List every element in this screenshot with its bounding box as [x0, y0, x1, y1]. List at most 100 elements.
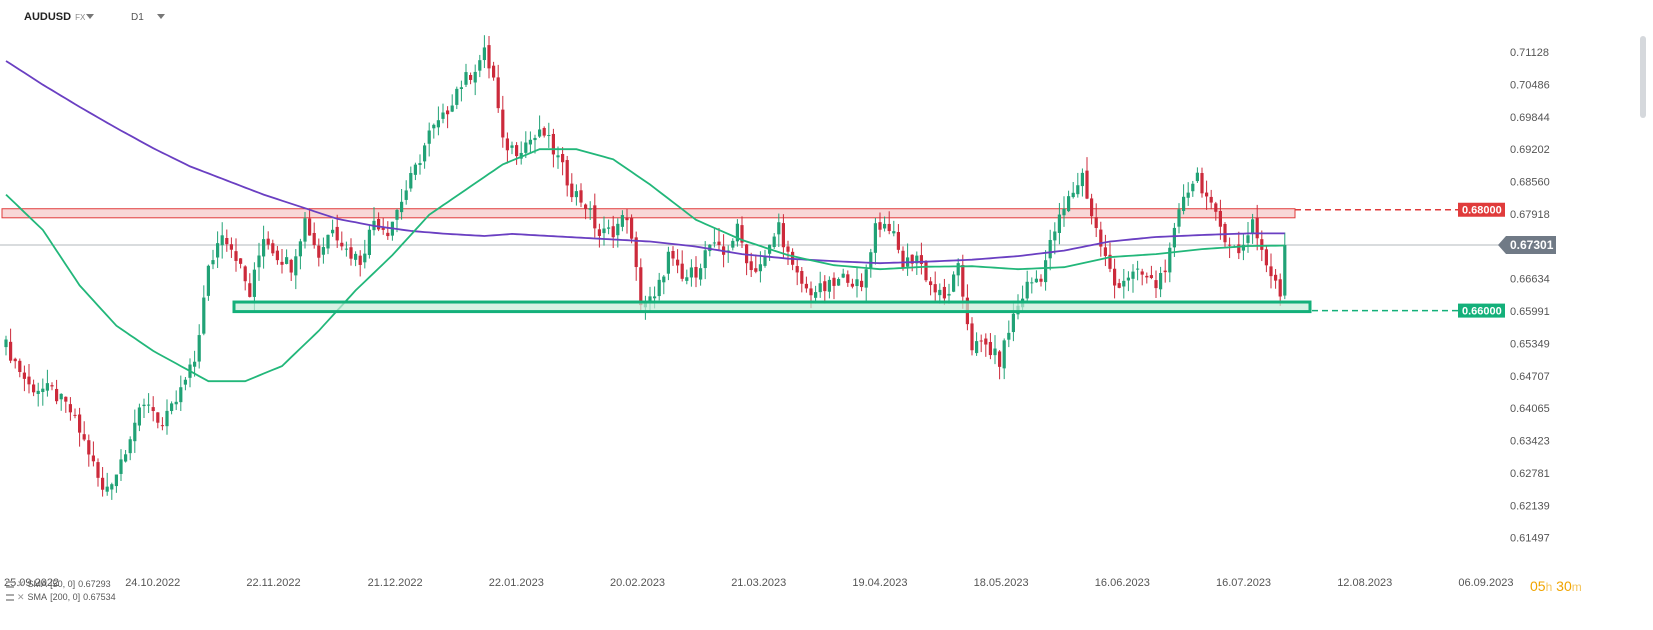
candle-body: [492, 65, 496, 78]
symbol-selector[interactable]: AUDUSD FX: [24, 11, 85, 23]
candle: [708, 244, 712, 257]
candle-body: [68, 404, 72, 413]
y-tick-label: 0.65991: [1510, 306, 1550, 318]
candle: [469, 72, 473, 85]
timeframe-selector[interactable]: D1: [131, 12, 144, 23]
candle: [883, 216, 887, 232]
candle-body: [478, 60, 482, 71]
candle: [924, 260, 928, 283]
candle-body: [574, 191, 578, 198]
candle: [1044, 250, 1048, 291]
candle-body: [938, 289, 942, 296]
candle: [446, 106, 450, 129]
candle-body: [712, 242, 716, 244]
candle-body: [579, 190, 583, 203]
drag-handle-icon[interactable]: [6, 581, 14, 588]
candle-body: [795, 266, 799, 273]
candle-body: [551, 133, 555, 155]
candle-body: [952, 274, 956, 292]
candle-body: [114, 474, 118, 487]
candle: [754, 254, 758, 274]
candle: [248, 273, 252, 298]
candle-body: [1195, 172, 1199, 182]
candle-body: [165, 410, 169, 427]
candle-body: [234, 251, 238, 261]
candle-body: [597, 229, 601, 236]
drag-handle-icon[interactable]: [6, 594, 14, 601]
candle: [1214, 201, 1218, 221]
candle-body: [1223, 223, 1227, 243]
candle: [165, 399, 169, 435]
candle-body: [1283, 244, 1287, 296]
candle: [602, 216, 606, 246]
candle-body: [432, 124, 436, 129]
candle-body: [197, 335, 201, 362]
candle: [229, 237, 233, 258]
candle: [933, 271, 937, 301]
candle: [50, 382, 54, 391]
x-tick-label: 25.09.2022: [4, 577, 59, 589]
candle-body: [524, 142, 528, 153]
resistance-zone: [1, 208, 1296, 219]
candle: [745, 243, 749, 276]
candle: [929, 277, 933, 296]
sma200-line: [5, 60, 1285, 265]
candle: [413, 162, 417, 181]
candle: [156, 412, 160, 429]
candle: [390, 221, 394, 241]
candle: [27, 364, 31, 394]
candle-body: [354, 253, 358, 260]
candle: [998, 350, 1002, 380]
candle: [1195, 167, 1199, 184]
candle: [542, 126, 546, 138]
timeframe-dropdown-icon[interactable]: [157, 14, 165, 19]
candle-body: [639, 267, 643, 306]
candle-body: [1191, 183, 1195, 192]
symbol-dropdown-icon[interactable]: [86, 14, 94, 19]
candle-body: [528, 139, 532, 145]
candle: [1034, 270, 1038, 283]
candle-body: [482, 47, 486, 61]
candle-body: [547, 135, 551, 137]
candle-body: [827, 279, 831, 292]
candle: [1062, 196, 1066, 227]
candle: [1126, 271, 1130, 292]
indicator-legend: ✕ SMA [50, 0] 0.67293 ✕ SMA [200, 0] 0.6…: [6, 578, 116, 604]
candle: [317, 238, 321, 267]
candle-body: [988, 341, 992, 356]
candle-body: [561, 153, 565, 163]
close-icon[interactable]: ✕: [17, 579, 25, 589]
price-scrollbar[interactable]: [1640, 36, 1646, 118]
candle: [340, 231, 344, 251]
candle: [1269, 253, 1273, 289]
close-icon[interactable]: ✕: [17, 592, 25, 602]
candle: [275, 245, 279, 265]
candle-body: [13, 358, 17, 362]
legend-sma50[interactable]: ✕ SMA [50, 0] 0.67293: [6, 578, 116, 591]
candle-body: [1228, 244, 1232, 246]
candle: [105, 472, 109, 496]
candle: [298, 238, 302, 270]
legend-sma50-value: 0.67293: [78, 579, 111, 589]
candle: [427, 122, 431, 157]
candle-body: [611, 226, 615, 238]
legend-sma50-name: SMA: [27, 579, 48, 589]
candle: [59, 393, 63, 411]
candle: [938, 283, 942, 304]
legend-sma200[interactable]: ✕ SMA [200, 0] 0.67534: [6, 591, 116, 604]
candle-body: [1067, 196, 1071, 212]
candle-body: [1168, 247, 1172, 273]
y-tick-label: 0.69844: [1510, 112, 1550, 124]
candle: [781, 214, 785, 258]
candle-body: [73, 414, 77, 416]
candle: [846, 270, 850, 287]
candle: [551, 128, 555, 168]
candle-body: [174, 401, 178, 405]
candle: [1094, 203, 1098, 238]
candle: [358, 250, 362, 277]
candle: [271, 239, 275, 256]
candle: [565, 155, 569, 197]
candle-body: [740, 225, 744, 243]
candle: [1218, 199, 1222, 240]
